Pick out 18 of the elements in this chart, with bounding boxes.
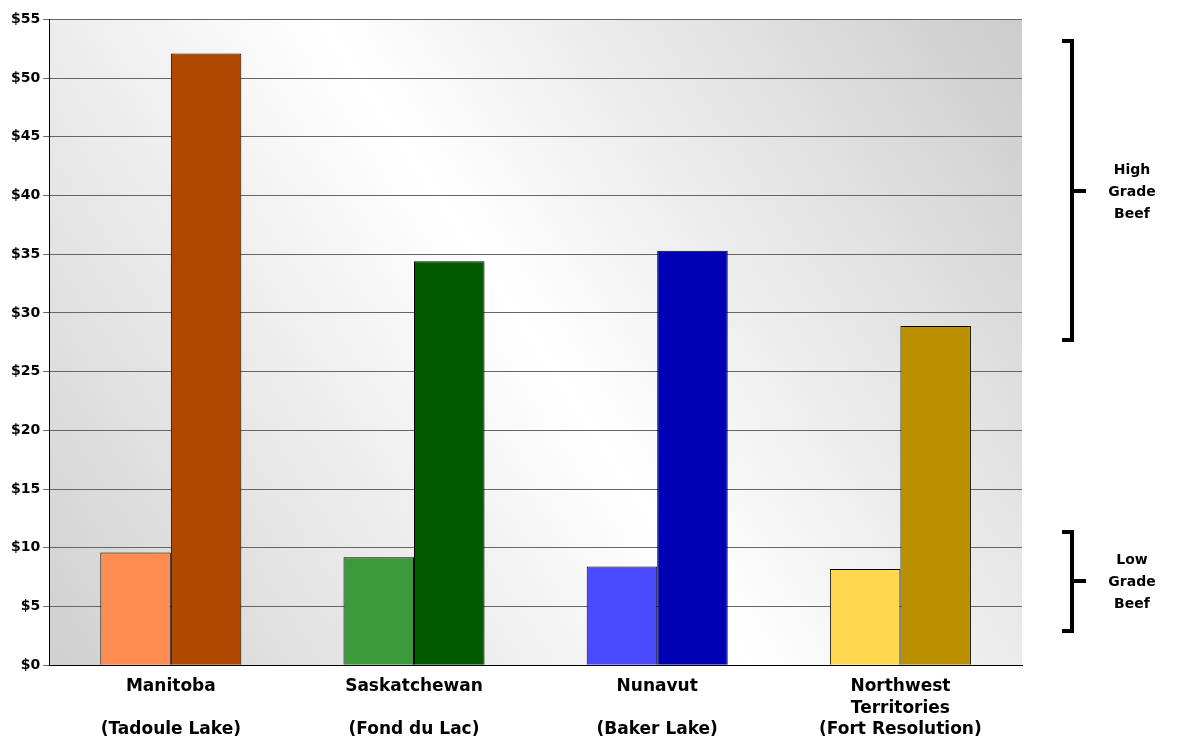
category-label: Nunavut (Baker Lake) xyxy=(596,675,718,738)
y-tick-label: $55 xyxy=(10,10,41,27)
category-label: Saskatchewan (Fond du Lac) xyxy=(345,675,483,738)
text: Low Grade Beef xyxy=(1107,550,1157,614)
x-tick-label: Northwest Territories (Fort Resolution) xyxy=(819,675,982,738)
y-tick-label: $50 xyxy=(10,68,41,85)
y-tick-label: $35 xyxy=(10,244,41,261)
y-tick-label: $10 xyxy=(10,538,41,555)
y-tick-label: $40 xyxy=(10,186,41,203)
y-tick-label: $20 xyxy=(10,421,41,438)
y-tick-label: $0 xyxy=(20,655,41,672)
y-tick-label: $25 xyxy=(10,362,41,379)
y-tick-label: $45 xyxy=(10,127,41,144)
y-tick-label: $15 xyxy=(10,479,41,496)
y-tick-label: $30 xyxy=(10,303,41,320)
y-tick-label: $5 xyxy=(20,597,41,614)
text: High Grade Beef xyxy=(1107,159,1157,223)
category-label: Manitoba (Tadoule Lake) xyxy=(100,675,241,738)
